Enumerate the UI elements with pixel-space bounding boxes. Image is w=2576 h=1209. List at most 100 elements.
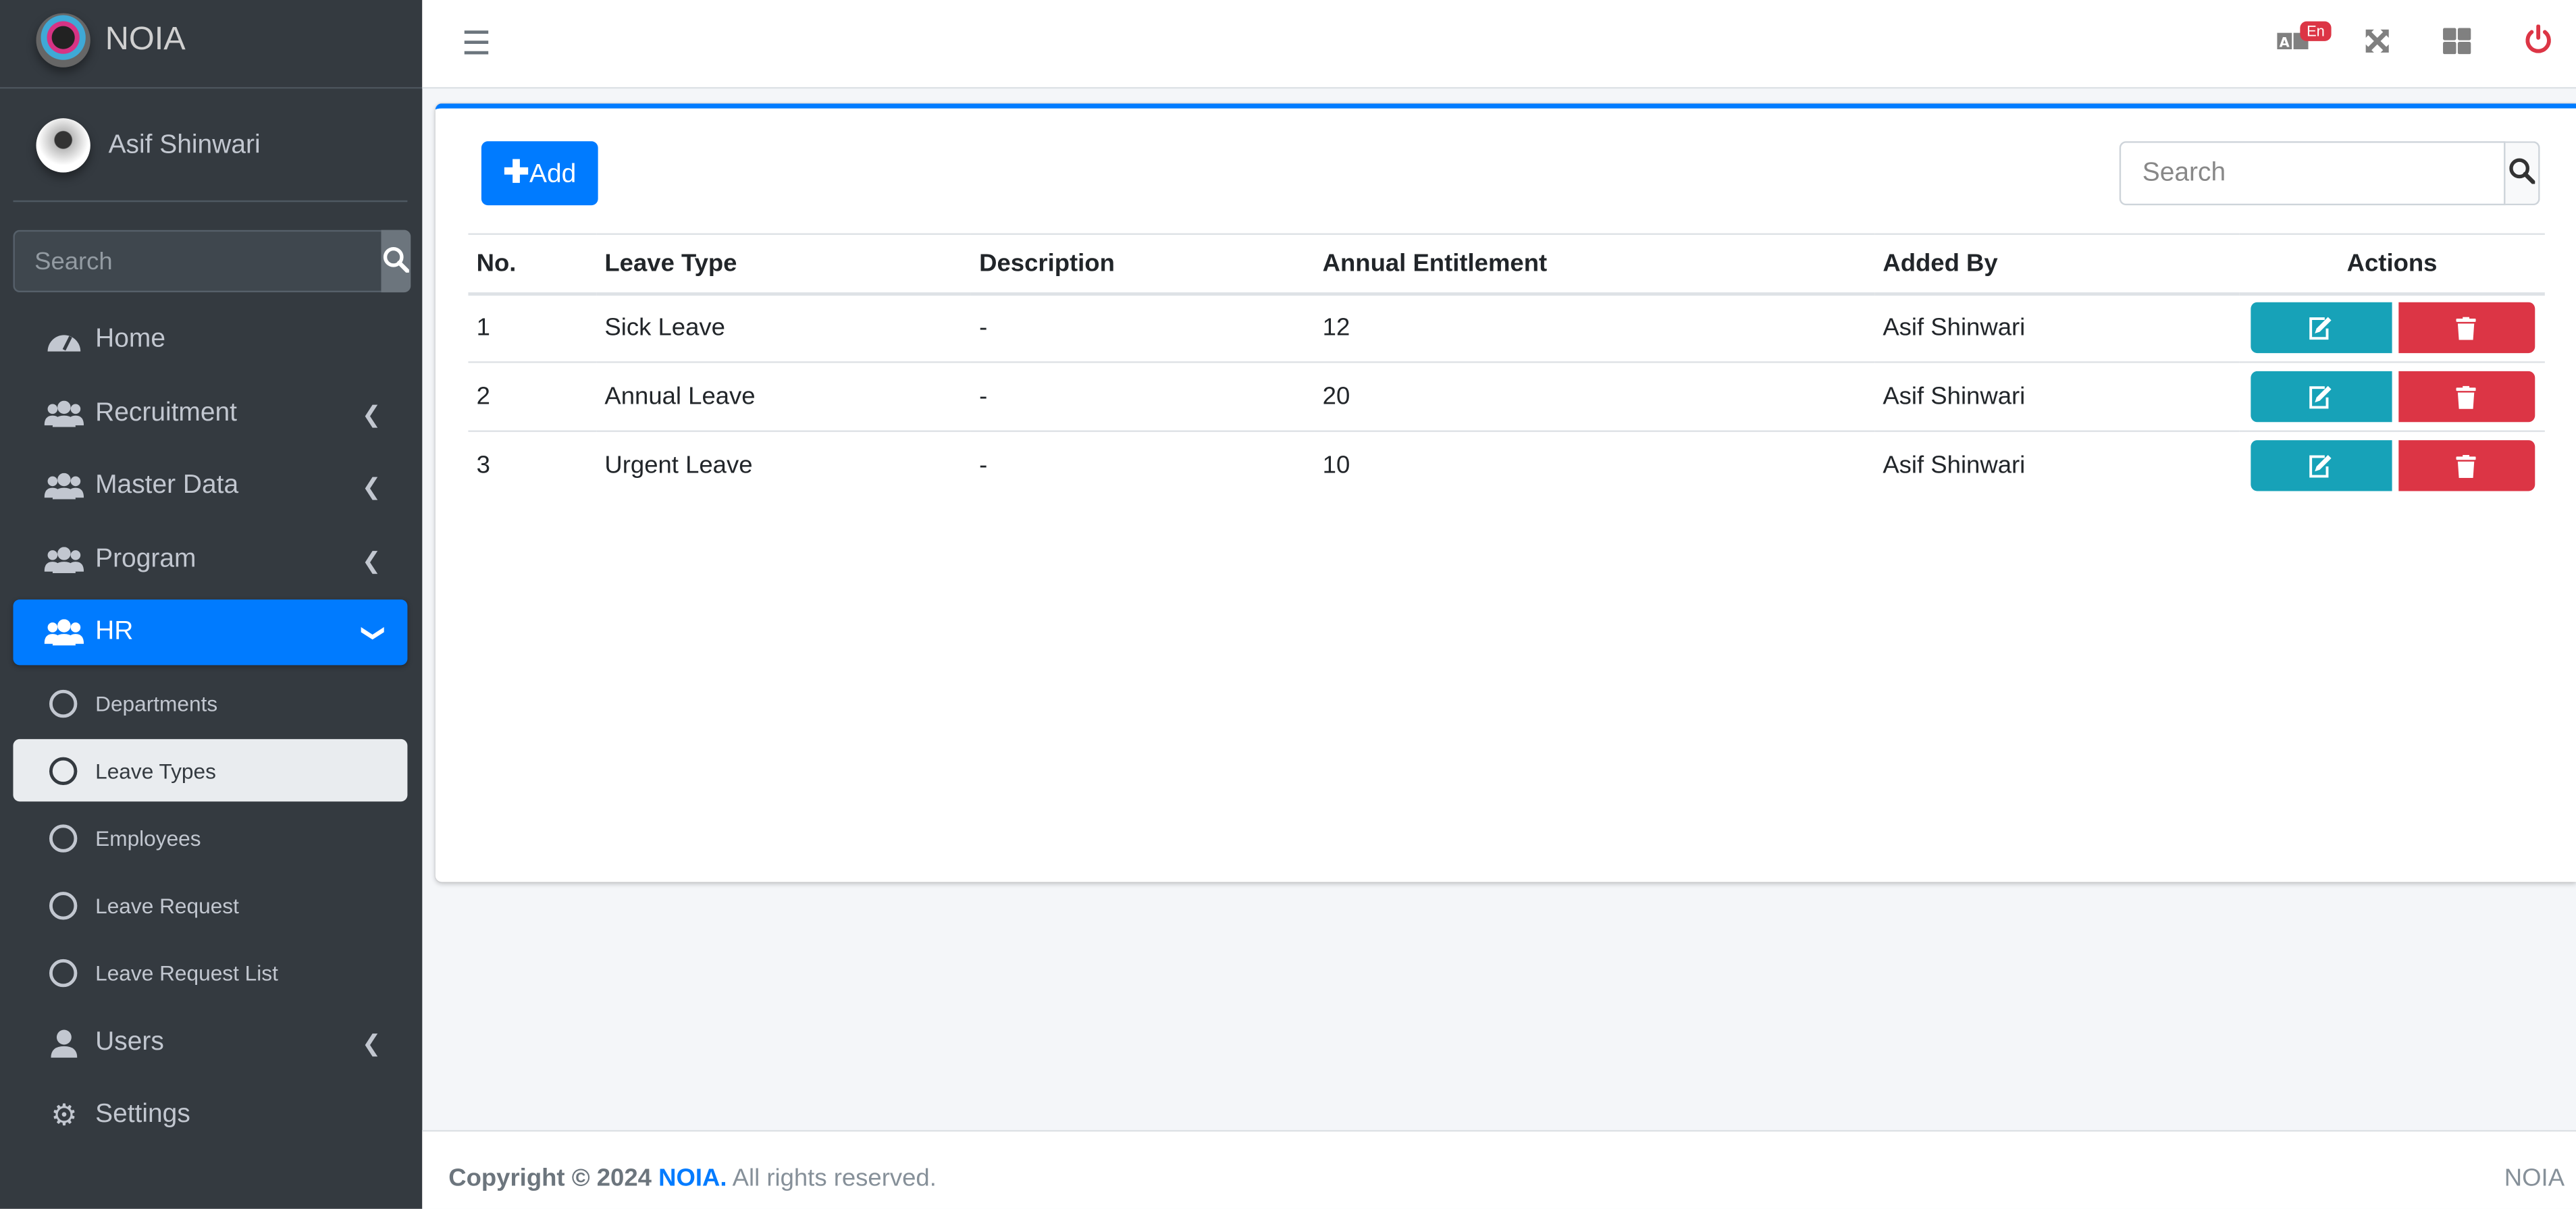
table-row: 1 Sick Leave -12 Asif Shinwari	[468, 293, 2545, 363]
sidebar-subitem-leave-request[interactable]: Leave Request	[13, 874, 407, 936]
sidebar-subitem-label: Departments	[95, 691, 218, 716]
sidebar-subitem-leave-types[interactable]: Leave Types	[13, 738, 408, 802]
user-name[interactable]: Asif Shinwari	[108, 131, 261, 160]
language-switcher[interactable]: A En	[2277, 21, 2332, 57]
sidebar-item-home[interactable]: Home	[13, 307, 407, 373]
sidebar-item-hr[interactable]: HR ❮	[13, 599, 408, 666]
brand-name: NOIA	[105, 21, 186, 58]
leave-types-table: No. Leave Type Description Annual Entitl…	[468, 233, 2545, 500]
chevron-left-icon: ❮	[361, 400, 382, 427]
trash-icon	[2456, 454, 2476, 478]
sidebar-item-master-data[interactable]: Master Data ❮	[13, 454, 407, 519]
circle-icon	[49, 890, 78, 919]
sidebar-subitem-label: Leave Request List	[95, 960, 278, 985]
cell-actions	[2239, 431, 2545, 500]
sidebar-subitem-employees[interactable]: Employees	[13, 807, 407, 869]
column-header-added-by: Added By	[1874, 233, 2240, 295]
user-panel[interactable]: Asif Shinwari	[13, 90, 408, 203]
sidebar-subitem-leave-request-list[interactable]: Leave Request List	[13, 941, 407, 1003]
users-icon	[44, 471, 84, 501]
sidebar-search	[13, 230, 411, 293]
footer-right-text: NOIA	[2504, 1164, 2565, 1193]
sidebar-subitem-departments[interactable]: Departments	[13, 672, 407, 734]
sidebar: NOIA Asif Shinwari Home Recruitment ❮ Ma…	[0, 0, 423, 1209]
user-icon	[45, 1028, 84, 1058]
cell-no: 3	[476, 452, 490, 481]
search-icon	[383, 246, 410, 273]
table-search-input[interactable]	[2119, 141, 2506, 206]
edit-icon	[2308, 317, 2331, 340]
cell-actions	[2239, 293, 2545, 363]
cell-type: Annual Leave	[596, 362, 971, 432]
delete-button[interactable]	[2398, 440, 2535, 492]
users-icon	[44, 618, 84, 647]
column-header-annual-entitlement: Annual Entitlement	[1314, 233, 1875, 295]
cell-annual: 10	[1322, 452, 1350, 481]
sidebar-item-label: Settings	[95, 1100, 190, 1129]
rights-text: All rights reserved.	[732, 1164, 937, 1193]
delete-button[interactable]	[2398, 302, 2535, 354]
chevron-left-icon: ❮	[361, 547, 382, 574]
footer-brand-link[interactable]: NOIA.	[658, 1164, 727, 1193]
language-icon: A	[2277, 32, 2309, 50]
sidebar-subitem-label: Leave Request	[95, 892, 239, 917]
circle-icon	[49, 689, 78, 718]
sidebar-subitem-label: Leave Types	[95, 757, 216, 783]
table-header-row: No. Leave Type Description Annual Entitl…	[468, 233, 2545, 295]
column-header-no: No.	[468, 233, 597, 295]
add-button[interactable]: ✚Add	[481, 141, 598, 206]
fullscreen-icon[interactable]	[2364, 28, 2390, 61]
footer: Copyright © 2024 NOIA. All rights reserv…	[422, 1129, 2576, 1209]
table-row: 2 Annual Leave -20 Asif Shinwari	[468, 362, 2545, 432]
avatar	[36, 118, 90, 173]
sidebar-item-label: Users	[95, 1028, 164, 1056]
cell-desc: -	[970, 362, 1315, 432]
hamburger-menu-icon[interactable]: ☰	[461, 26, 492, 63]
sidebar-search-button[interactable]	[381, 230, 411, 293]
copyright: Copyright © 2024 NOIA. All rights reserv…	[448, 1164, 937, 1192]
table-search-button[interactable]	[2505, 141, 2540, 206]
sidebar-item-label: Master Data	[95, 471, 239, 500]
gears-icon: ⚙	[51, 1098, 78, 1131]
table-search	[2119, 141, 2540, 206]
circle-icon	[49, 958, 78, 987]
sidebar-item-label: Program	[95, 545, 196, 574]
circle-icon	[49, 824, 78, 852]
edit-button[interactable]	[2250, 371, 2392, 423]
cell-type: Sick Leave	[596, 293, 971, 363]
brand-logo	[36, 13, 90, 68]
cell-added-by: Asif Shinwari	[1874, 293, 2240, 363]
cell-actions	[2239, 362, 2545, 432]
edit-button[interactable]	[2250, 302, 2392, 354]
chevron-down-icon: ❮	[357, 623, 384, 643]
cell-no: 1	[468, 293, 597, 363]
tachometer-icon	[45, 325, 84, 355]
delete-button[interactable]	[2398, 371, 2535, 423]
brand-link[interactable]: NOIA	[0, 0, 423, 89]
sidebar-item-label: HR	[95, 617, 134, 646]
grid-layout-icon[interactable]	[2443, 28, 2471, 61]
edit-button[interactable]	[2250, 440, 2392, 492]
edit-icon	[2308, 455, 2331, 479]
power-logout-icon[interactable]	[2523, 24, 2553, 61]
circle-icon	[49, 756, 78, 784]
cell-desc: -	[979, 452, 988, 481]
cell-no: 2	[468, 362, 597, 432]
cell-type: Urgent Leave	[604, 452, 753, 481]
users-icon	[44, 399, 84, 429]
sidebar-item-settings[interactable]: ⚙ Settings	[13, 1082, 407, 1148]
cell-annual: 12	[1314, 293, 1875, 363]
cell-added-by: Asif Shinwari	[1874, 362, 2240, 432]
add-button-label: Add	[529, 161, 577, 189]
sidebar-item-program[interactable]: Program ❮	[13, 527, 407, 593]
cell-desc: -	[970, 293, 1315, 363]
sidebar-item-label: Recruitment	[95, 399, 237, 427]
sidebar-search-input[interactable]	[13, 230, 382, 293]
chevron-left-icon: ❮	[361, 473, 382, 500]
sidebar-item-label: Home	[95, 325, 165, 354]
cell-added-by: Asif Shinwari	[1883, 452, 2026, 481]
sidebar-item-users[interactable]: Users ❮	[13, 1010, 407, 1075]
sidebar-item-recruitment[interactable]: Recruitment ❮	[13, 381, 407, 446]
column-header-actions: Actions	[2239, 233, 2545, 295]
svg-text:A: A	[2280, 34, 2290, 50]
